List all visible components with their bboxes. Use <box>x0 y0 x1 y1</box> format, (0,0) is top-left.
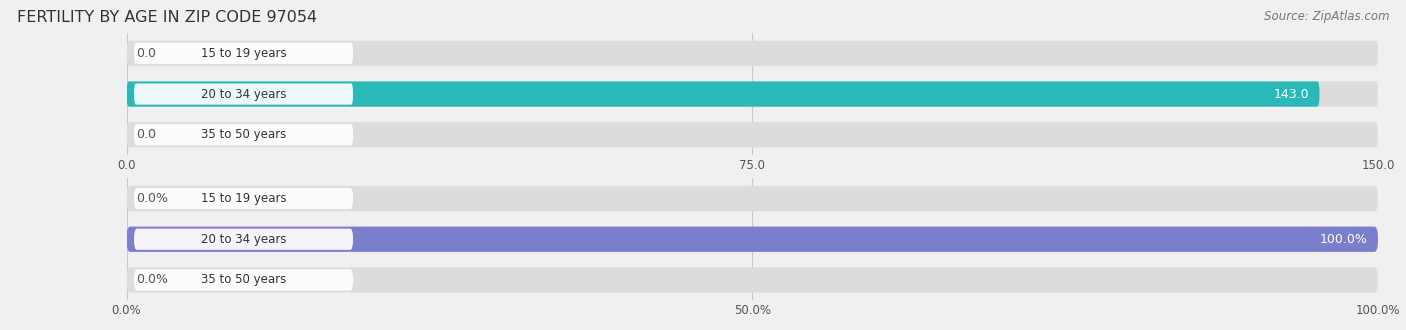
Text: Source: ZipAtlas.com: Source: ZipAtlas.com <box>1264 10 1389 23</box>
Text: 0.0%: 0.0% <box>136 274 169 286</box>
FancyBboxPatch shape <box>134 43 353 64</box>
Text: 20 to 34 years: 20 to 34 years <box>201 87 287 101</box>
Text: 0.0: 0.0 <box>136 47 156 60</box>
FancyBboxPatch shape <box>134 269 353 290</box>
Text: 15 to 19 years: 15 to 19 years <box>201 47 287 60</box>
Text: 35 to 50 years: 35 to 50 years <box>201 274 287 286</box>
FancyBboxPatch shape <box>134 229 353 250</box>
Text: 100.0%: 100.0% <box>1320 233 1368 246</box>
FancyBboxPatch shape <box>127 227 1378 252</box>
Text: 0.0: 0.0 <box>136 128 156 141</box>
FancyBboxPatch shape <box>127 267 1378 293</box>
FancyBboxPatch shape <box>134 124 353 145</box>
FancyBboxPatch shape <box>127 82 1378 107</box>
Text: 35 to 50 years: 35 to 50 years <box>201 128 287 141</box>
Text: 143.0: 143.0 <box>1274 87 1309 101</box>
Text: FERTILITY BY AGE IN ZIP CODE 97054: FERTILITY BY AGE IN ZIP CODE 97054 <box>17 10 316 25</box>
FancyBboxPatch shape <box>127 82 1319 107</box>
FancyBboxPatch shape <box>134 83 353 105</box>
FancyBboxPatch shape <box>134 188 353 209</box>
Text: 15 to 19 years: 15 to 19 years <box>201 192 287 205</box>
FancyBboxPatch shape <box>127 227 1378 252</box>
FancyBboxPatch shape <box>127 41 1378 66</box>
FancyBboxPatch shape <box>127 122 1378 148</box>
Text: 20 to 34 years: 20 to 34 years <box>201 233 287 246</box>
Text: 0.0%: 0.0% <box>136 192 169 205</box>
FancyBboxPatch shape <box>127 186 1378 211</box>
